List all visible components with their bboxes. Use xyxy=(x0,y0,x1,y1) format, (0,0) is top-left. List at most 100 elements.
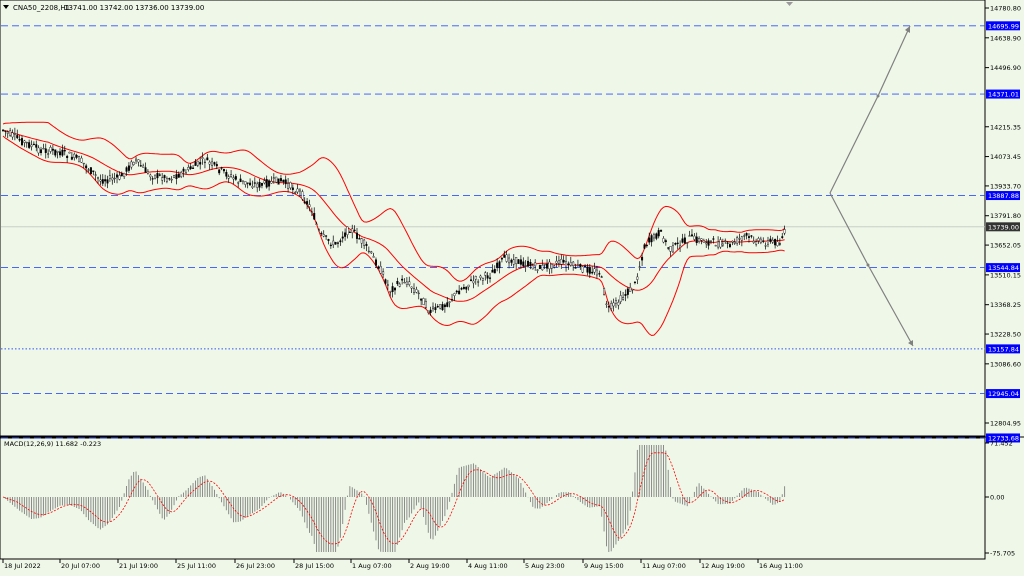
candle-body xyxy=(726,242,729,244)
candle-body xyxy=(443,304,446,308)
candle-body xyxy=(747,236,750,238)
candle-body xyxy=(341,236,344,239)
candle-body xyxy=(35,144,38,148)
candle-body xyxy=(87,169,90,171)
candle-body xyxy=(37,147,40,154)
candle-body xyxy=(655,233,658,239)
candle-body xyxy=(346,226,349,235)
candle-body xyxy=(334,242,337,245)
candle-body xyxy=(137,159,140,163)
candle-body xyxy=(327,239,330,241)
candle-body xyxy=(470,279,473,281)
candle-body xyxy=(679,245,682,249)
candle-body xyxy=(132,161,135,165)
candle-body xyxy=(61,149,64,156)
candle-body xyxy=(18,138,21,141)
candle-body xyxy=(158,174,161,176)
candle-body xyxy=(282,179,285,182)
projection-point[interactable] xyxy=(866,263,870,267)
time-tick-label: 1 Aug 07:00 xyxy=(352,562,392,570)
candle-body xyxy=(306,201,309,205)
candle-body xyxy=(313,213,316,220)
candle-body xyxy=(222,169,225,172)
candle-body xyxy=(220,167,223,169)
price-tick-label: 13086.60 xyxy=(990,360,1021,368)
candle-body xyxy=(695,236,698,244)
scroll-marker-icon[interactable] xyxy=(786,2,793,6)
candle-body xyxy=(251,186,254,188)
candle-body xyxy=(215,164,218,167)
candle-body xyxy=(712,238,715,240)
candle-body xyxy=(408,281,411,285)
candle-body xyxy=(123,172,126,177)
candle-body xyxy=(508,257,511,264)
candle-body xyxy=(629,286,632,292)
candle-body xyxy=(560,259,563,265)
candle-body xyxy=(717,241,720,248)
candle-body xyxy=(420,298,423,301)
candle-body xyxy=(622,297,625,300)
candle-body xyxy=(557,260,560,264)
candle-body xyxy=(398,283,401,287)
candle-body xyxy=(510,259,513,263)
projection-point[interactable] xyxy=(876,94,880,98)
collapse-triangle-icon[interactable] xyxy=(3,5,9,9)
candle-body xyxy=(2,129,5,131)
candle-body xyxy=(25,141,28,144)
candle-body xyxy=(562,259,565,263)
candle-body xyxy=(101,179,104,184)
price-tick-label: 13791.80 xyxy=(990,212,1021,220)
candle-body xyxy=(97,177,100,179)
level-tag-label: 12945.04 xyxy=(988,390,1019,398)
projection-down-line[interactable] xyxy=(829,192,914,347)
bollinger-lower xyxy=(2,135,785,337)
candle-body xyxy=(774,238,777,246)
bollinger-bands xyxy=(2,121,785,337)
candle-body xyxy=(778,243,781,245)
candle-body xyxy=(187,167,190,170)
candle-body xyxy=(382,271,385,275)
macd-indicator xyxy=(2,445,786,552)
candle-body xyxy=(638,266,641,268)
candle-body xyxy=(298,189,301,192)
candle-body xyxy=(272,177,275,179)
candle-body xyxy=(410,286,413,289)
candle-body xyxy=(256,183,259,188)
time-tick-label: 9 Aug 15:00 xyxy=(584,562,624,570)
candle-body xyxy=(21,138,24,146)
candle-body xyxy=(415,289,418,293)
macd-tick-label: -75.705 xyxy=(990,550,1015,558)
candle-body xyxy=(700,238,703,241)
candle-body xyxy=(595,269,598,276)
projection-arrows[interactable] xyxy=(829,25,914,347)
candle-body xyxy=(736,237,739,244)
candle-body xyxy=(607,306,610,308)
projection-up-line[interactable] xyxy=(829,25,911,194)
level-tag-label: 14371.01 xyxy=(988,91,1019,99)
candle-body xyxy=(165,178,168,182)
candle-body xyxy=(9,130,12,136)
candle-body xyxy=(446,302,449,307)
candle-body xyxy=(208,161,211,165)
candle-body xyxy=(173,175,176,178)
candle-body xyxy=(479,275,482,279)
chart-ohlc: 13741.00 13742.00 13736.00 13739.00 xyxy=(64,4,204,12)
candle-body xyxy=(648,237,651,243)
level-tag xyxy=(986,389,1020,399)
candle-body xyxy=(424,301,427,308)
candle-body xyxy=(68,151,71,154)
candle-body xyxy=(593,268,596,273)
candle-body xyxy=(287,183,290,189)
candle-body xyxy=(268,180,271,187)
candle-body xyxy=(396,281,399,285)
price-tick-label: 14496.90 xyxy=(990,64,1021,72)
price-tick-label: 13510.15 xyxy=(990,271,1021,279)
candle-body xyxy=(360,238,363,244)
candle-body xyxy=(693,235,696,240)
candle-body xyxy=(263,180,266,184)
candle-body xyxy=(6,131,9,134)
candle-body xyxy=(199,162,202,165)
candle-body xyxy=(527,260,530,267)
candle-body xyxy=(465,286,468,290)
